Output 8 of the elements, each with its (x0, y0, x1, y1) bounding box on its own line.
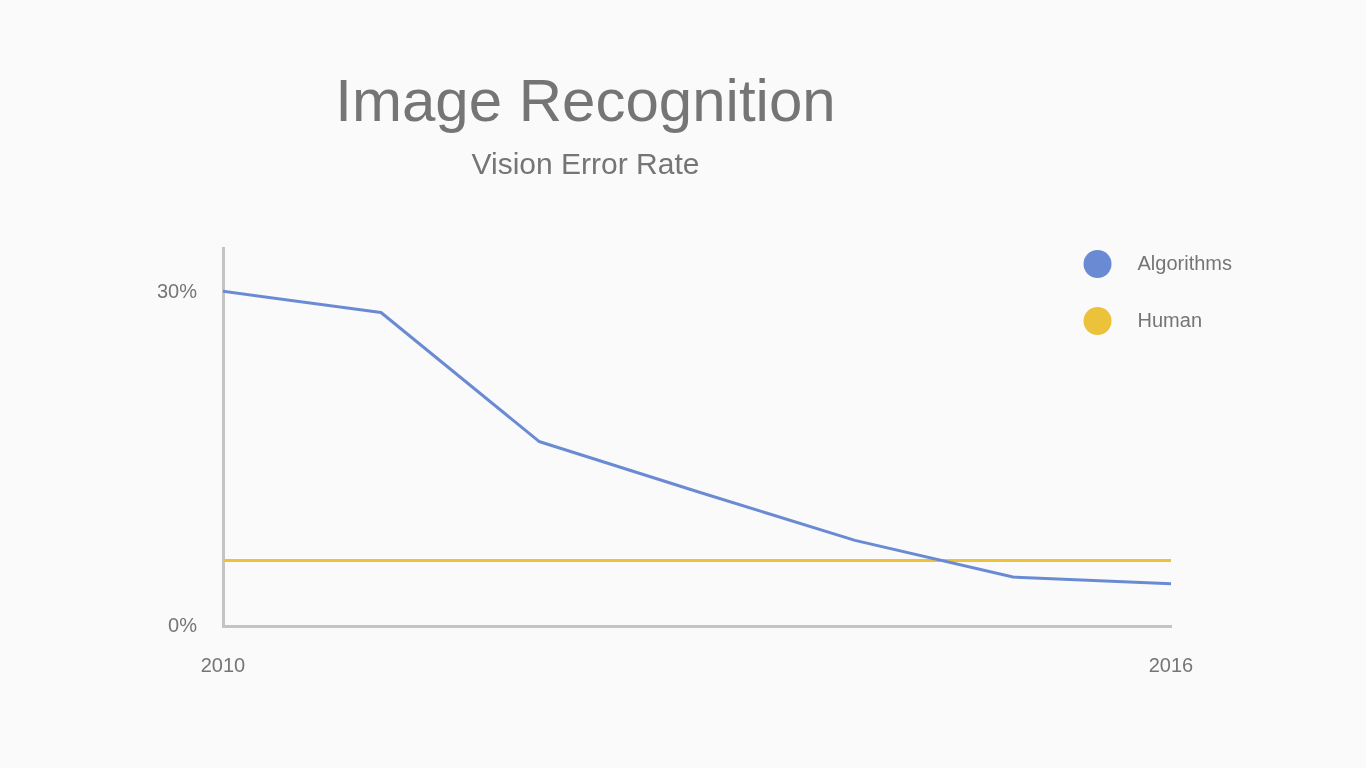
y-tick-label: 0% (168, 613, 198, 636)
legend-label: Human (1137, 308, 1203, 331)
y-tick-label: 30% (156, 279, 198, 302)
x-tick-label: 2016 (1148, 653, 1194, 676)
legend-label: Algorithms (1137, 251, 1233, 274)
chart-subtitle: Vision Error Rate (471, 147, 700, 181)
x-tick-label: 2010 (200, 653, 246, 676)
chart-title: Image Recognition (335, 66, 836, 134)
